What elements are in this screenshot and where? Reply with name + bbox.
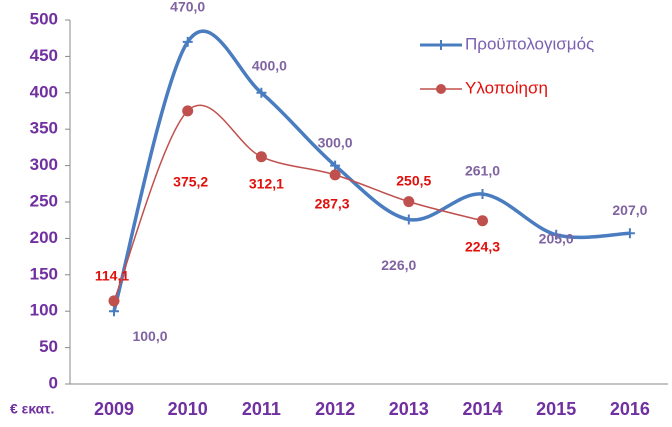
value-label: 114,1 <box>95 268 129 284</box>
marker <box>256 87 267 98</box>
marker <box>109 306 119 317</box>
value-label: 375,2 <box>173 174 208 190</box>
x-tick-label: 2012 <box>315 399 355 419</box>
value-label: 261,0 <box>465 163 500 179</box>
x-tick-label: 2010 <box>168 399 208 419</box>
value-label: 224,3 <box>465 238 500 254</box>
marker <box>551 229 562 240</box>
y-tick-label: 450 <box>30 46 58 65</box>
y-tick-label: 400 <box>30 82 58 101</box>
legend-marker <box>436 40 446 50</box>
legend-label: Προϋπολογισμός <box>465 34 594 53</box>
marker <box>403 214 414 225</box>
value-label: 207,0 <box>612 202 647 218</box>
x-tick-label: 2011 <box>242 399 281 419</box>
y-tick-label: 300 <box>30 155 58 174</box>
series-line <box>113 104 483 302</box>
x-tick-label: 2014 <box>462 399 502 419</box>
value-label: 470,0 <box>170 0 205 15</box>
legend-marker <box>436 84 446 94</box>
y-tick-label: 150 <box>30 264 58 283</box>
value-label: 226,0 <box>381 257 416 273</box>
marker <box>477 215 488 227</box>
series-line <box>112 29 630 312</box>
x-tick-label: 2009 <box>94 399 134 419</box>
x-tick-label: 2016 <box>610 399 650 419</box>
value-label: 100,0 <box>132 328 167 344</box>
marker <box>329 169 341 181</box>
value-label: 400,0 <box>252 58 287 74</box>
marker <box>624 228 635 239</box>
y-axis-label: € εκατ. <box>10 401 54 417</box>
y-tick-label: 50 <box>39 337 58 356</box>
value-label: 250,5 <box>396 172 431 188</box>
y-tick-label: 350 <box>30 119 58 138</box>
marker <box>182 105 194 117</box>
x-tick-label: 2015 <box>536 399 576 419</box>
value-label: 287,3 <box>315 196 350 212</box>
y-tick-label: 200 <box>30 228 58 247</box>
y-tick-label: 500 <box>30 9 58 28</box>
marker <box>255 151 267 163</box>
marker <box>182 36 193 47</box>
value-label: 205,0 <box>539 230 574 246</box>
marker <box>477 188 488 199</box>
marker <box>403 196 415 208</box>
value-label: 312,1 <box>249 175 284 191</box>
marker <box>330 160 341 171</box>
value-label: 300,0 <box>318 134 353 150</box>
x-tick-label: 2013 <box>389 399 429 419</box>
y-tick-label: 0 <box>49 373 58 392</box>
legend-label: Υλοποίηση <box>465 78 548 97</box>
y-tick-label: 100 <box>30 301 58 320</box>
y-tick-label: 250 <box>30 191 58 210</box>
marker <box>108 295 120 307</box>
